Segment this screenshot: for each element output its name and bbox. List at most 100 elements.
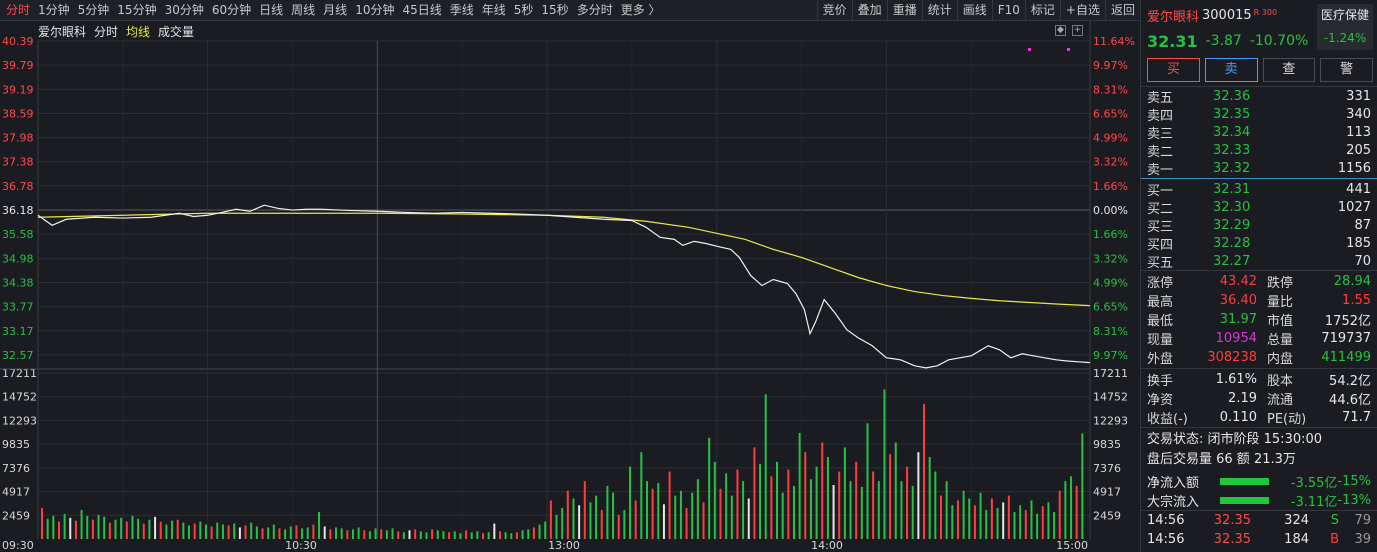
volume-bar <box>278 528 281 539</box>
legend-avg[interactable]: 均线 <box>126 25 151 39</box>
tool-button[interactable]: F10 <box>991 0 1025 21</box>
stat-value: 1.55 <box>1342 293 1371 308</box>
stat-label: 净资 <box>1147 393 1174 408</box>
period-tab[interactable]: 月线 <box>323 2 348 17</box>
volume-bar <box>199 521 202 539</box>
book-row[interactable]: 买三 32.29 87 <box>1141 216 1377 235</box>
volume-bar <box>159 521 162 539</box>
flow-amount: -3.11亿 <box>1290 495 1338 510</box>
book-row[interactable]: 买二 32.30 1027 <box>1141 198 1377 217</box>
book-row[interactable]: 卖一 32.32 1156 <box>1141 159 1377 178</box>
book-row[interactable]: 卖二 32.33 205 <box>1141 141 1377 160</box>
volume-bar <box>532 527 535 539</box>
volume-bar <box>725 473 728 539</box>
alert-button[interactable]: 警 <box>1320 58 1373 82</box>
legend-vol[interactable]: 成交量 <box>158 25 195 39</box>
sell-button[interactable]: 卖 <box>1204 58 1258 82</box>
period-tab[interactable]: 60分钟 <box>211 2 252 17</box>
price-change: -3.87 <box>1205 33 1242 49</box>
tick-price: 32.35 <box>1213 532 1251 547</box>
volume-bar <box>431 529 434 539</box>
volume-bar <box>651 488 654 539</box>
price-tick-label: 37.38 <box>2 156 34 169</box>
period-tab[interactable]: 15秒 <box>541 2 569 17</box>
tool-button[interactable]: 统计 <box>921 0 957 21</box>
stats-divider <box>1141 368 1377 369</box>
tool-button[interactable]: 重播 <box>886 0 922 21</box>
volume-bar <box>204 524 207 539</box>
tool-button[interactable]: 返回 <box>1104 0 1140 21</box>
period-tab[interactable]: 更多 〉 <box>620 2 661 17</box>
flow-row[interactable]: 净流入额 -3.55亿 -15% <box>1141 472 1377 491</box>
volume-bar <box>267 527 270 539</box>
volume-bar <box>482 533 485 539</box>
stat-value: 10954 <box>1215 331 1257 346</box>
volume-bar <box>1064 481 1067 539</box>
tick-side: S <box>1330 513 1339 528</box>
add-indicator-icon[interactable]: + <box>1072 25 1083 36</box>
period-tab[interactable]: 15分钟 <box>117 2 157 17</box>
period-tab[interactable]: 1分钟 <box>38 2 70 17</box>
tool-button[interactable]: 画线 <box>956 0 992 21</box>
volume-bar <box>555 514 558 539</box>
stat-value: 2.19 <box>1228 391 1257 406</box>
price-tick-label: 38.59 <box>2 107 34 120</box>
tool-button[interactable]: +自选 <box>1059 0 1105 21</box>
period-tab[interactable]: 45日线 <box>402 2 442 17</box>
tool-button[interactable]: 叠加 <box>851 0 887 21</box>
period-tab[interactable]: 周线 <box>291 2 316 17</box>
book-row[interactable]: 买一 32.31 441 <box>1141 180 1377 199</box>
volume-bar <box>176 519 179 539</box>
book-row[interactable]: 卖四 32.35 340 <box>1141 105 1377 124</box>
volume-bar <box>335 527 338 539</box>
stat-value: 308238 <box>1207 350 1257 365</box>
volume-bar <box>945 481 948 539</box>
volume-bar <box>148 519 151 539</box>
query-button[interactable]: 查 <box>1262 58 1316 82</box>
book-row[interactable]: 卖五 32.36 331 <box>1141 87 1377 106</box>
period-tab[interactable]: 季线 <box>449 2 474 17</box>
volume-bar <box>289 526 292 539</box>
flow-row[interactable]: 大宗流入 -3.11亿 -13% <box>1141 491 1377 510</box>
quote-panel: 爱尔眼科 300015 R 300 医疗保健 -1.24% 32.31 -3.8… <box>1140 0 1377 552</box>
period-tab[interactable]: 多分时 <box>576 2 613 17</box>
book-row[interactable]: 买五 32.27 70 <box>1141 252 1377 271</box>
stat-label: 总量 <box>1267 333 1294 348</box>
volume-bar <box>250 522 253 539</box>
book-volume: 1156 <box>1337 160 1371 176</box>
book-row[interactable]: 卖三 32.34 113 <box>1141 123 1377 142</box>
period-tab[interactable]: 年线 <box>481 2 506 17</box>
volume-bar <box>629 466 632 539</box>
volume-bar <box>951 505 954 539</box>
volume-bar <box>956 500 959 539</box>
period-tab[interactable]: 10分钟 <box>355 2 395 17</box>
book-row[interactable]: 买四 32.28 185 <box>1141 234 1377 253</box>
pin-icon[interactable]: ◆ <box>1055 25 1066 36</box>
book-label: 卖二 <box>1147 144 1174 160</box>
volume-bar <box>973 505 976 539</box>
period-tab[interactable]: 5分钟 <box>77 2 110 17</box>
tool-button[interactable]: 竞价 <box>816 0 852 21</box>
sector-box[interactable]: 医疗保健 -1.24% <box>1317 4 1373 50</box>
period-tab[interactable]: 分时 <box>6 2 31 17</box>
volume-bar <box>210 526 213 539</box>
stat-label: 跌停 <box>1267 276 1294 291</box>
legend-mode[interactable]: 分时 <box>94 25 119 39</box>
event-marker[interactable] <box>1028 48 1031 51</box>
price-tick-label: 34.38 <box>2 276 34 289</box>
volume-bar <box>623 510 626 539</box>
book-price: 32.36 <box>1213 88 1251 104</box>
volume-bar <box>306 527 309 539</box>
event-marker[interactable] <box>1067 48 1070 51</box>
volume-bar <box>877 481 880 539</box>
volume-bar <box>368 531 371 539</box>
volume-bar <box>634 500 637 539</box>
tool-button[interactable]: 标记 <box>1024 0 1060 21</box>
volume-bar <box>476 531 479 539</box>
volume-bar <box>97 514 100 539</box>
period-tab[interactable]: 日线 <box>259 2 284 17</box>
period-tab[interactable]: 30分钟 <box>164 2 204 17</box>
buy-button[interactable]: 买 <box>1147 58 1200 82</box>
period-tab[interactable]: 5秒 <box>513 2 534 17</box>
tick-row: 14:56 32.35 184 B 39 <box>1141 530 1377 549</box>
